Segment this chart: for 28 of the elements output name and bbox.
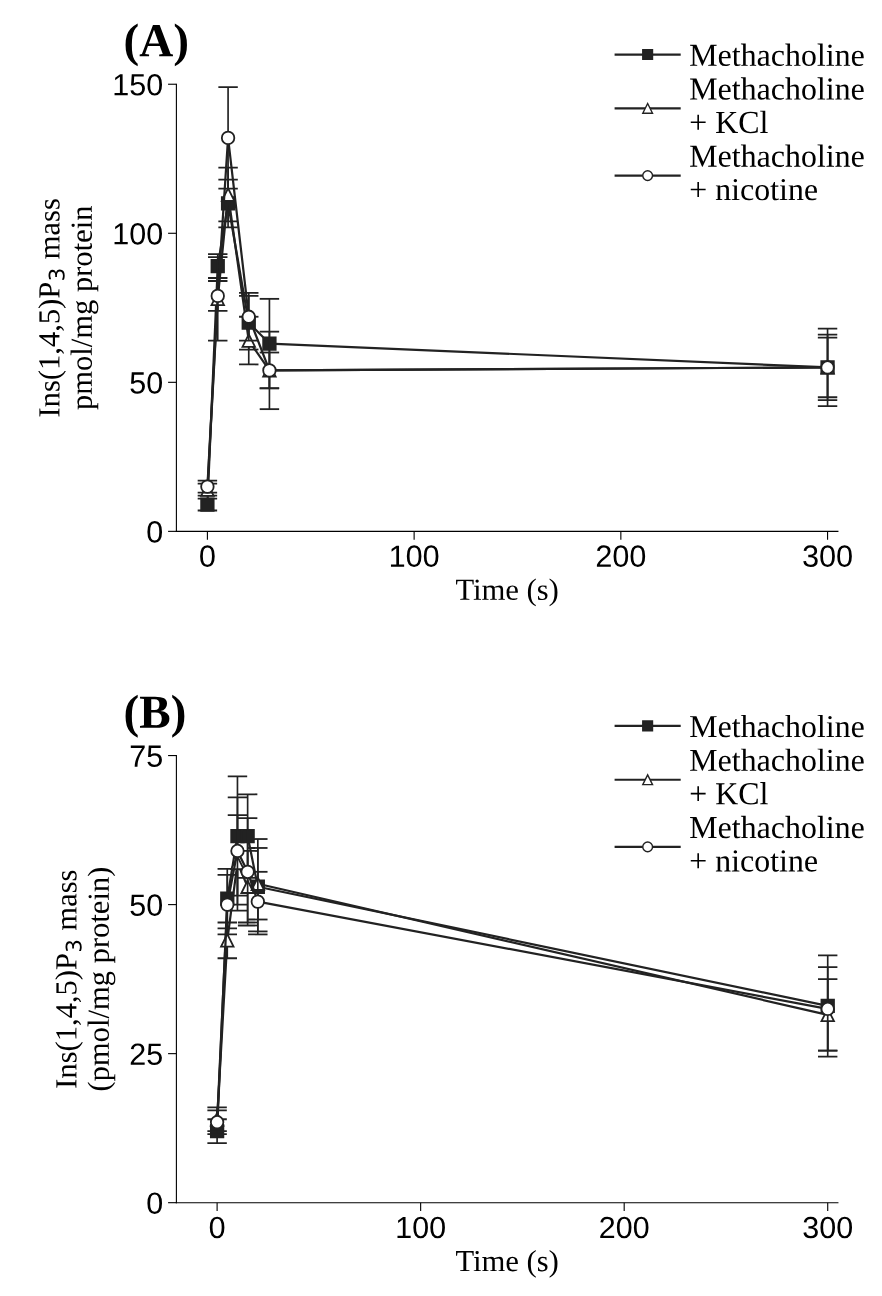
y-tick-label: 50 [130,372,163,394]
legend-label: Methacholine + nicotine [690,815,864,872]
x-tick-label: 300 [803,545,852,567]
legend-label: Methacholine + KCl [690,748,864,805]
y-axis-title: Ins(1,4,5)P$_{3}$ mass pmol/mg protein [38,199,99,417]
y-tick-label: 150 [114,73,163,96]
x-tick-label: 200 [596,545,646,567]
legend-label: Methacholine [690,43,864,67]
y-tick-label: 25 [130,1043,162,1066]
x-axis-title: Time (s) [456,1249,558,1278]
chart-title: (A) [125,23,187,67]
legend-label: Methacholine + nicotine [690,144,864,201]
x-tick-label: 100 [390,545,439,567]
y-tick-label: 50 [130,894,163,916]
chart-title: (B) [125,694,185,738]
x-axis-title: Time (s) [456,578,558,607]
x-tick-label: 200 [600,1216,649,1239]
legend-label: Methacholine + KCl [690,77,864,134]
y-tick-label: 100 [114,223,163,245]
y-tick-label: 75 [130,745,162,767]
y-tick-label: 0 [147,521,163,543]
x-tick-label: 0 [209,1216,225,1239]
legend-label: Methacholine [690,714,864,738]
x-tick-label: 100 [397,1216,445,1239]
y-axis-title: Ins(1,4,5)P$_{3}$ mass (pmol/mg protein) [55,868,116,1091]
x-tick-label: 0 [200,545,215,567]
x-tick-label: 300 [803,1216,853,1239]
y-tick-label: 0 [147,1192,163,1215]
